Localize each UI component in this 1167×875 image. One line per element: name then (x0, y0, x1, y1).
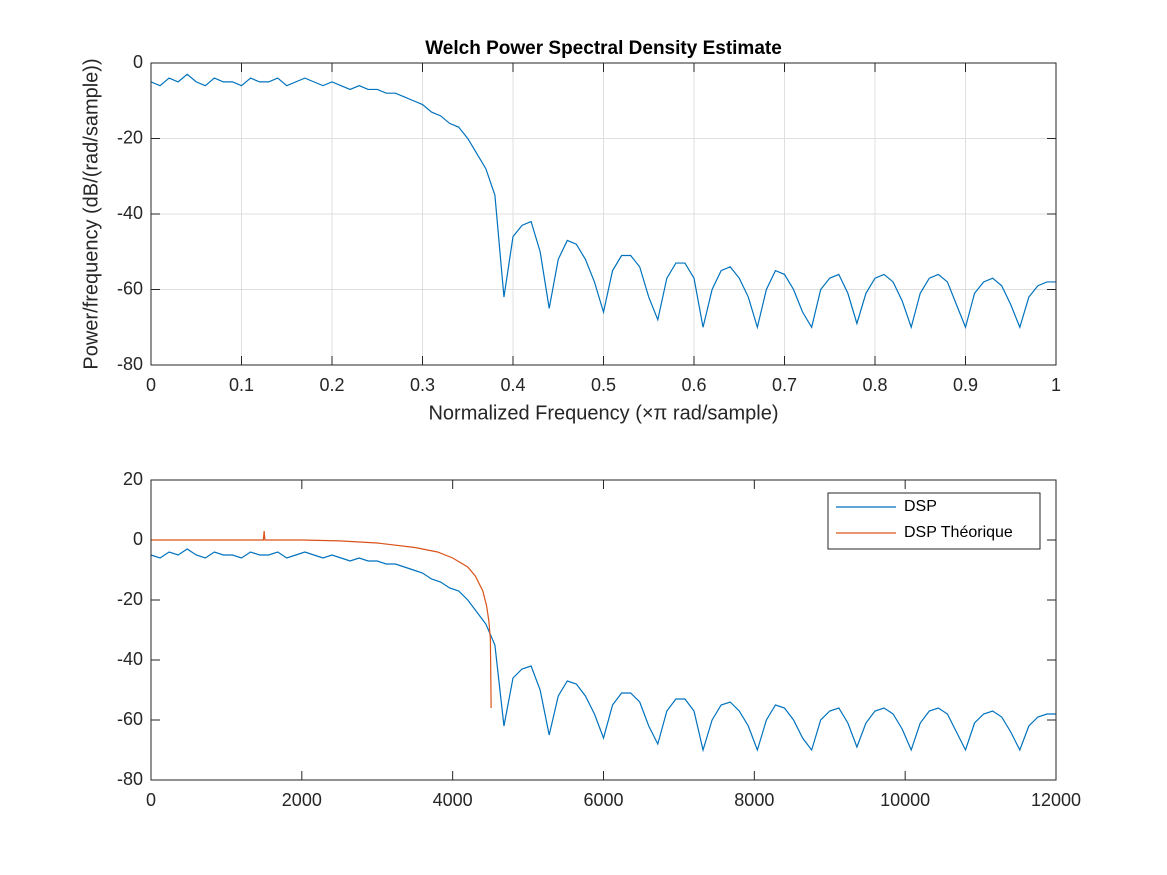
x-tick-label: 12000 (1031, 790, 1081, 810)
y-tick-label: -80 (117, 354, 143, 374)
legend-label: DSP Théorique (904, 524, 1013, 541)
axes-box (150, 62, 1057, 366)
x-tick-label: 0.2 (319, 375, 344, 395)
y-tick-label: -20 (117, 127, 143, 147)
x-tick-label: 4000 (433, 790, 473, 810)
legend-box (827, 492, 1041, 550)
x-tick-label: 0 (146, 375, 156, 395)
series-line (150, 73, 1056, 330)
x-tick-label: 0.5 (591, 375, 616, 395)
x-tick-label: 1 (1051, 375, 1061, 395)
x-tick-label: 2000 (282, 790, 322, 810)
x-tick-label: 0.8 (862, 375, 887, 395)
chart-title: Welch Power Spectral Density Estimate (425, 38, 782, 59)
x-tick-label: 6000 (583, 790, 623, 810)
y-tick-label: -20 (117, 589, 143, 609)
legend-label: DSP (904, 498, 937, 515)
x-tick-label: 0.3 (410, 375, 435, 395)
y-tick-label: -60 (117, 709, 143, 729)
x-tick-label: 0.7 (772, 375, 797, 395)
y-tick-label: -40 (117, 649, 143, 669)
x-tick-label: 10000 (880, 790, 930, 810)
x-tick-label: 0 (146, 790, 156, 810)
x-tick-label: 8000 (734, 790, 774, 810)
y-tick-label: -40 (117, 203, 143, 223)
x-tick-label: 0.4 (500, 375, 525, 395)
series-line (151, 530, 492, 709)
x-tick-label: 0.1 (229, 375, 254, 395)
y-tick-label: 20 (123, 469, 143, 489)
x-tick-label: 0.6 (681, 375, 706, 395)
x-tick-label: 0.9 (953, 375, 978, 395)
y-tick-label: 0 (133, 52, 143, 72)
y-tick-label: -60 (117, 278, 143, 298)
y-tick-label: -80 (117, 769, 143, 789)
series-line (150, 548, 1056, 753)
axes-box (150, 479, 1057, 781)
x-axis-label: Normalized Frequency (×π rad/sample) (428, 402, 778, 424)
y-tick-label: 0 (133, 529, 143, 549)
y-axis-label: Power/frequency (dB/(rad/sample)) (80, 58, 102, 369)
